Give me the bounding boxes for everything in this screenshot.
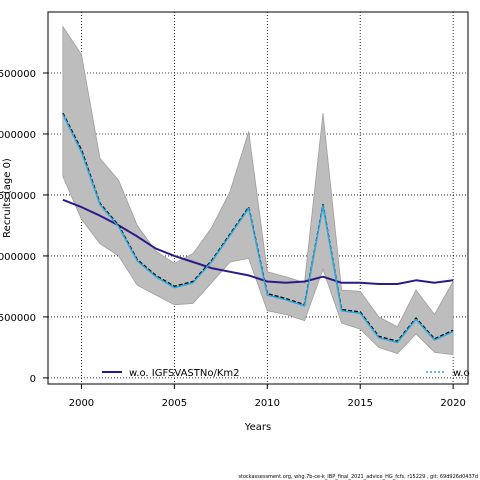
x-tick-label-1: 2005 — [162, 398, 187, 409]
series-layer — [62, 112, 454, 344]
x-axis-title: Years — [244, 422, 271, 433]
y-axis-title: Recruits (age 0) — [2, 158, 13, 238]
x-tick-label-3: 2015 — [347, 398, 372, 409]
y-tick-label-3: 1500000 — [0, 191, 36, 202]
legend-label-0: w.o. IGFSVASTNo/Km2 — [129, 368, 240, 379]
plot-frame — [47, 11, 469, 385]
footer-note: stockassessment.org, whg.7b-ce-k_IBP_fin… — [238, 474, 478, 480]
y-tick-label-0: 0 — [30, 374, 36, 385]
series-line-2 — [62, 198, 454, 285]
series-line-1 — [62, 114, 454, 344]
confidence-band — [62, 25, 454, 356]
x-tick-label-2: 2010 — [255, 398, 280, 409]
y-tick-label-5: 2500000 — [0, 69, 36, 80]
legend: w.o. IGFSVASTNo/Km2 w.o — [102, 368, 470, 379]
y-tick-label-4: 2000000 — [0, 130, 36, 141]
y-axis: 0 500000 1000000 1500000 2000000 2500000 — [0, 69, 48, 385]
x-tick-label-0: 2000 — [69, 398, 94, 409]
x-axis: 2000 2005 2010 2015 2020 — [69, 384, 466, 409]
y-tick-label-2: 1000000 — [0, 252, 36, 263]
legend-label-1: w.o — [453, 368, 470, 379]
confidence-band-layer — [62, 25, 454, 356]
x-tick-label-4: 2020 — [440, 398, 465, 409]
y-tick-label-1: 500000 — [0, 313, 36, 324]
